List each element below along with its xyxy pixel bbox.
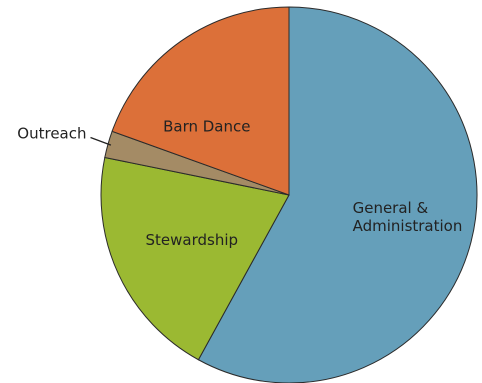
leader-line-outreach xyxy=(90,136,112,146)
slice-label-barn-dance: Barn Dance xyxy=(163,117,250,135)
pie-slice-barn-dance xyxy=(111,6,290,196)
pie-slice-stewardship xyxy=(100,156,290,361)
slice-label-stewardship: Stewardship xyxy=(146,231,239,249)
slices-layer xyxy=(100,6,478,383)
slice-label-general-administration: General & Administration xyxy=(353,199,463,235)
slice-label-outreach: Outreach xyxy=(17,125,86,143)
labels-layer: General & Administration Stewardship Outrea… xyxy=(17,117,462,249)
